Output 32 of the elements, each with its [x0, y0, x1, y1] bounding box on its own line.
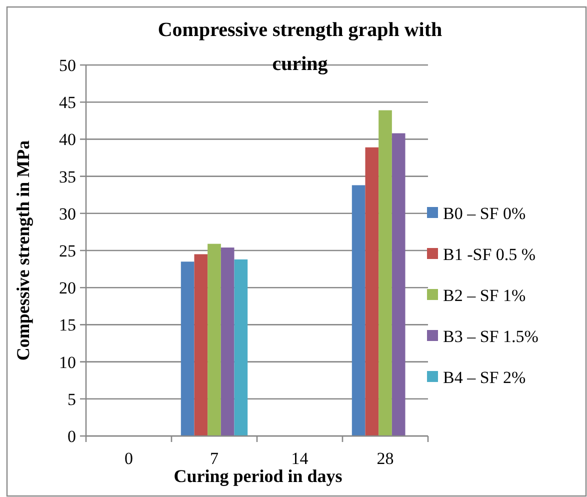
x-tick-label: 14: [291, 449, 309, 468]
bar: [365, 147, 379, 436]
legend-label: B1 -SF 0.5 %: [443, 244, 536, 264]
legend-label: B4 – SF 2%: [443, 368, 526, 387]
y-tick-label: 50: [59, 56, 76, 75]
x-tick-label: 28: [376, 449, 394, 468]
chart-title: Compressive strength graph with curing: [158, 19, 442, 75]
y-tick-label: 40: [59, 130, 76, 150]
bar: [352, 185, 366, 436]
y-axis-title: Compessive strength in MPa: [13, 140, 33, 361]
legend-label: B2 – SF 1%: [443, 286, 526, 305]
y-tick-label: 20: [59, 278, 76, 298]
bar: [234, 259, 248, 436]
bar: [220, 248, 234, 436]
bar: [180, 262, 194, 436]
y-tick-label: 45: [59, 93, 76, 112]
y-tick-label: 15: [59, 316, 76, 335]
y-tick-label: 25: [59, 241, 76, 260]
x-axis-title: Curing period in days: [174, 466, 342, 486]
x-tick-label: 7: [210, 449, 219, 468]
y-tick-label: 5: [68, 390, 76, 409]
bar: [392, 133, 406, 436]
legend-label: B3 – SF 1.5%: [443, 326, 538, 346]
x-tick-label: 0: [124, 449, 133, 468]
y-tick-label: 10: [59, 352, 76, 372]
y-tick-label: 0: [68, 426, 76, 446]
bar: [194, 254, 208, 436]
y-tick-label: 35: [59, 167, 76, 186]
bar: [378, 110, 392, 436]
legend-label: B0 – SF 0%: [443, 204, 526, 223]
y-tick-label: 30: [59, 204, 76, 224]
bar: [208, 244, 221, 436]
